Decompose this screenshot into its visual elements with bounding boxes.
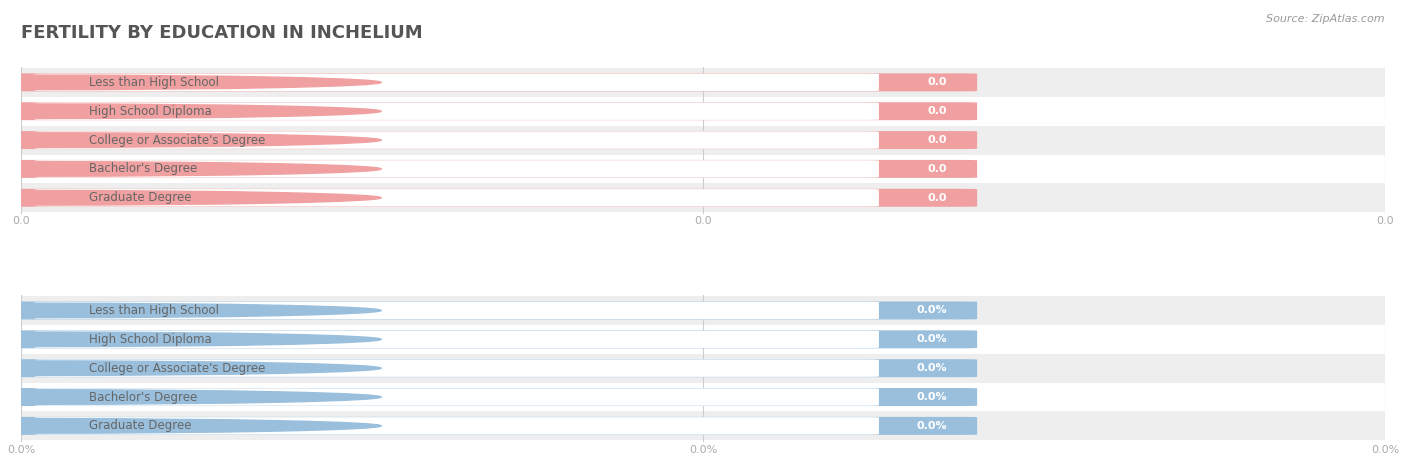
Text: High School Diploma: High School Diploma bbox=[90, 104, 212, 118]
FancyBboxPatch shape bbox=[10, 160, 977, 178]
Bar bbox=[21, 126, 1385, 154]
Circle shape bbox=[0, 332, 381, 347]
FancyBboxPatch shape bbox=[10, 359, 977, 377]
FancyBboxPatch shape bbox=[10, 131, 977, 149]
Bar bbox=[21, 154, 1385, 183]
Circle shape bbox=[0, 418, 381, 433]
Text: Less than High School: Less than High School bbox=[90, 304, 219, 317]
FancyBboxPatch shape bbox=[35, 331, 879, 348]
FancyBboxPatch shape bbox=[35, 388, 879, 406]
FancyBboxPatch shape bbox=[35, 417, 879, 435]
FancyBboxPatch shape bbox=[35, 189, 879, 207]
Bar bbox=[21, 68, 1385, 97]
FancyBboxPatch shape bbox=[10, 73, 977, 91]
Bar bbox=[21, 354, 1385, 382]
Text: College or Associate's Degree: College or Associate's Degree bbox=[90, 133, 266, 147]
Text: Graduate Degree: Graduate Degree bbox=[90, 191, 191, 204]
Text: 0.0: 0.0 bbox=[928, 135, 948, 145]
Text: Source: ZipAtlas.com: Source: ZipAtlas.com bbox=[1267, 14, 1385, 24]
Text: Bachelor's Degree: Bachelor's Degree bbox=[90, 390, 197, 404]
FancyBboxPatch shape bbox=[35, 160, 879, 178]
Bar bbox=[21, 382, 1385, 411]
FancyBboxPatch shape bbox=[35, 103, 879, 120]
Circle shape bbox=[0, 75, 381, 90]
FancyBboxPatch shape bbox=[10, 330, 977, 348]
Text: FERTILITY BY EDUCATION IN INCHELIUM: FERTILITY BY EDUCATION IN INCHELIUM bbox=[21, 24, 423, 42]
Circle shape bbox=[0, 390, 381, 404]
FancyBboxPatch shape bbox=[35, 132, 879, 149]
Text: Less than High School: Less than High School bbox=[90, 76, 219, 89]
Text: 0.0%: 0.0% bbox=[917, 421, 948, 431]
Circle shape bbox=[0, 190, 381, 205]
Circle shape bbox=[0, 104, 381, 118]
Text: Bachelor's Degree: Bachelor's Degree bbox=[90, 162, 197, 175]
Text: 0.0%: 0.0% bbox=[917, 363, 948, 373]
Text: 0.0: 0.0 bbox=[928, 164, 948, 174]
Text: 0.0%: 0.0% bbox=[917, 305, 948, 315]
FancyBboxPatch shape bbox=[10, 189, 977, 207]
Bar bbox=[21, 97, 1385, 126]
FancyBboxPatch shape bbox=[10, 102, 977, 120]
FancyBboxPatch shape bbox=[35, 74, 879, 91]
FancyBboxPatch shape bbox=[35, 302, 879, 319]
FancyBboxPatch shape bbox=[10, 302, 977, 320]
Bar bbox=[21, 296, 1385, 325]
FancyBboxPatch shape bbox=[10, 417, 977, 435]
Text: 0.0: 0.0 bbox=[928, 193, 948, 203]
Text: 0.0: 0.0 bbox=[928, 106, 948, 116]
Bar bbox=[21, 325, 1385, 354]
Text: Graduate Degree: Graduate Degree bbox=[90, 419, 191, 432]
Circle shape bbox=[0, 361, 381, 375]
Text: 0.0%: 0.0% bbox=[917, 392, 948, 402]
FancyBboxPatch shape bbox=[35, 360, 879, 377]
Circle shape bbox=[0, 162, 381, 176]
Bar bbox=[21, 183, 1385, 212]
Text: High School Diploma: High School Diploma bbox=[90, 333, 212, 346]
Text: College or Associate's Degree: College or Associate's Degree bbox=[90, 361, 266, 375]
Text: 0.0: 0.0 bbox=[928, 77, 948, 87]
Text: 0.0%: 0.0% bbox=[917, 334, 948, 344]
Circle shape bbox=[0, 303, 381, 318]
Circle shape bbox=[0, 133, 381, 147]
Bar bbox=[21, 411, 1385, 440]
FancyBboxPatch shape bbox=[10, 388, 977, 406]
